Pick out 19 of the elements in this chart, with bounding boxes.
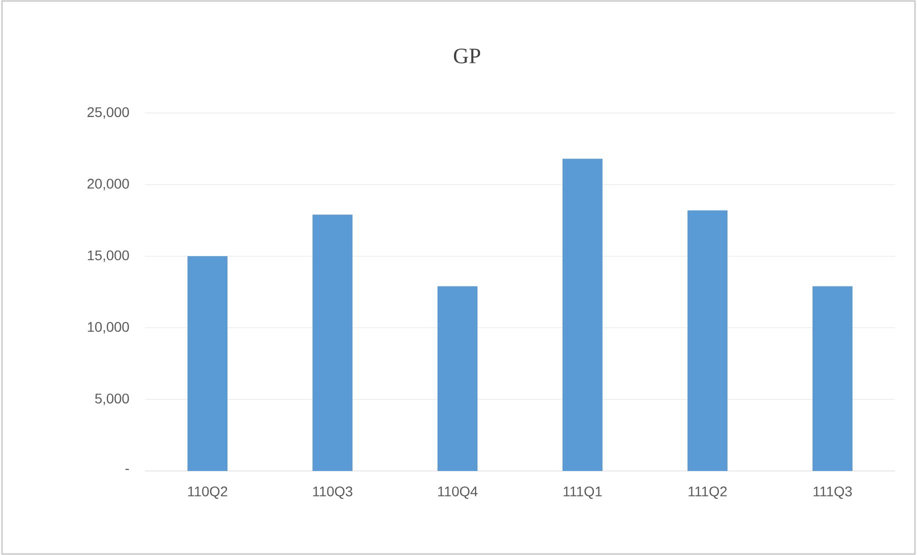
x-tick-label: 111Q2 (688, 486, 727, 499)
y-tick-label: 25,000 (88, 107, 129, 119)
y-tick-label: 15,000 (88, 250, 129, 262)
y-tick-label: 20,000 (88, 178, 129, 190)
bar (688, 210, 728, 471)
bar (188, 256, 228, 471)
x-tick-label: 110Q3 (313, 486, 352, 499)
x-tick-label: 110Q2 (188, 486, 228, 499)
bar (812, 286, 853, 471)
y-tick-label: 5,000 (95, 394, 129, 406)
y-tick-label: 10,000 (88, 322, 129, 334)
x-tick-label: 111Q1 (564, 486, 602, 499)
chart-title: GP (454, 48, 480, 64)
x-tick-label: 111Q3 (814, 486, 852, 499)
bar (438, 286, 478, 471)
y-tick-label: - (125, 468, 129, 470)
x-tick-label: 110Q4 (438, 486, 478, 499)
bar (312, 214, 353, 471)
bar (562, 158, 603, 471)
